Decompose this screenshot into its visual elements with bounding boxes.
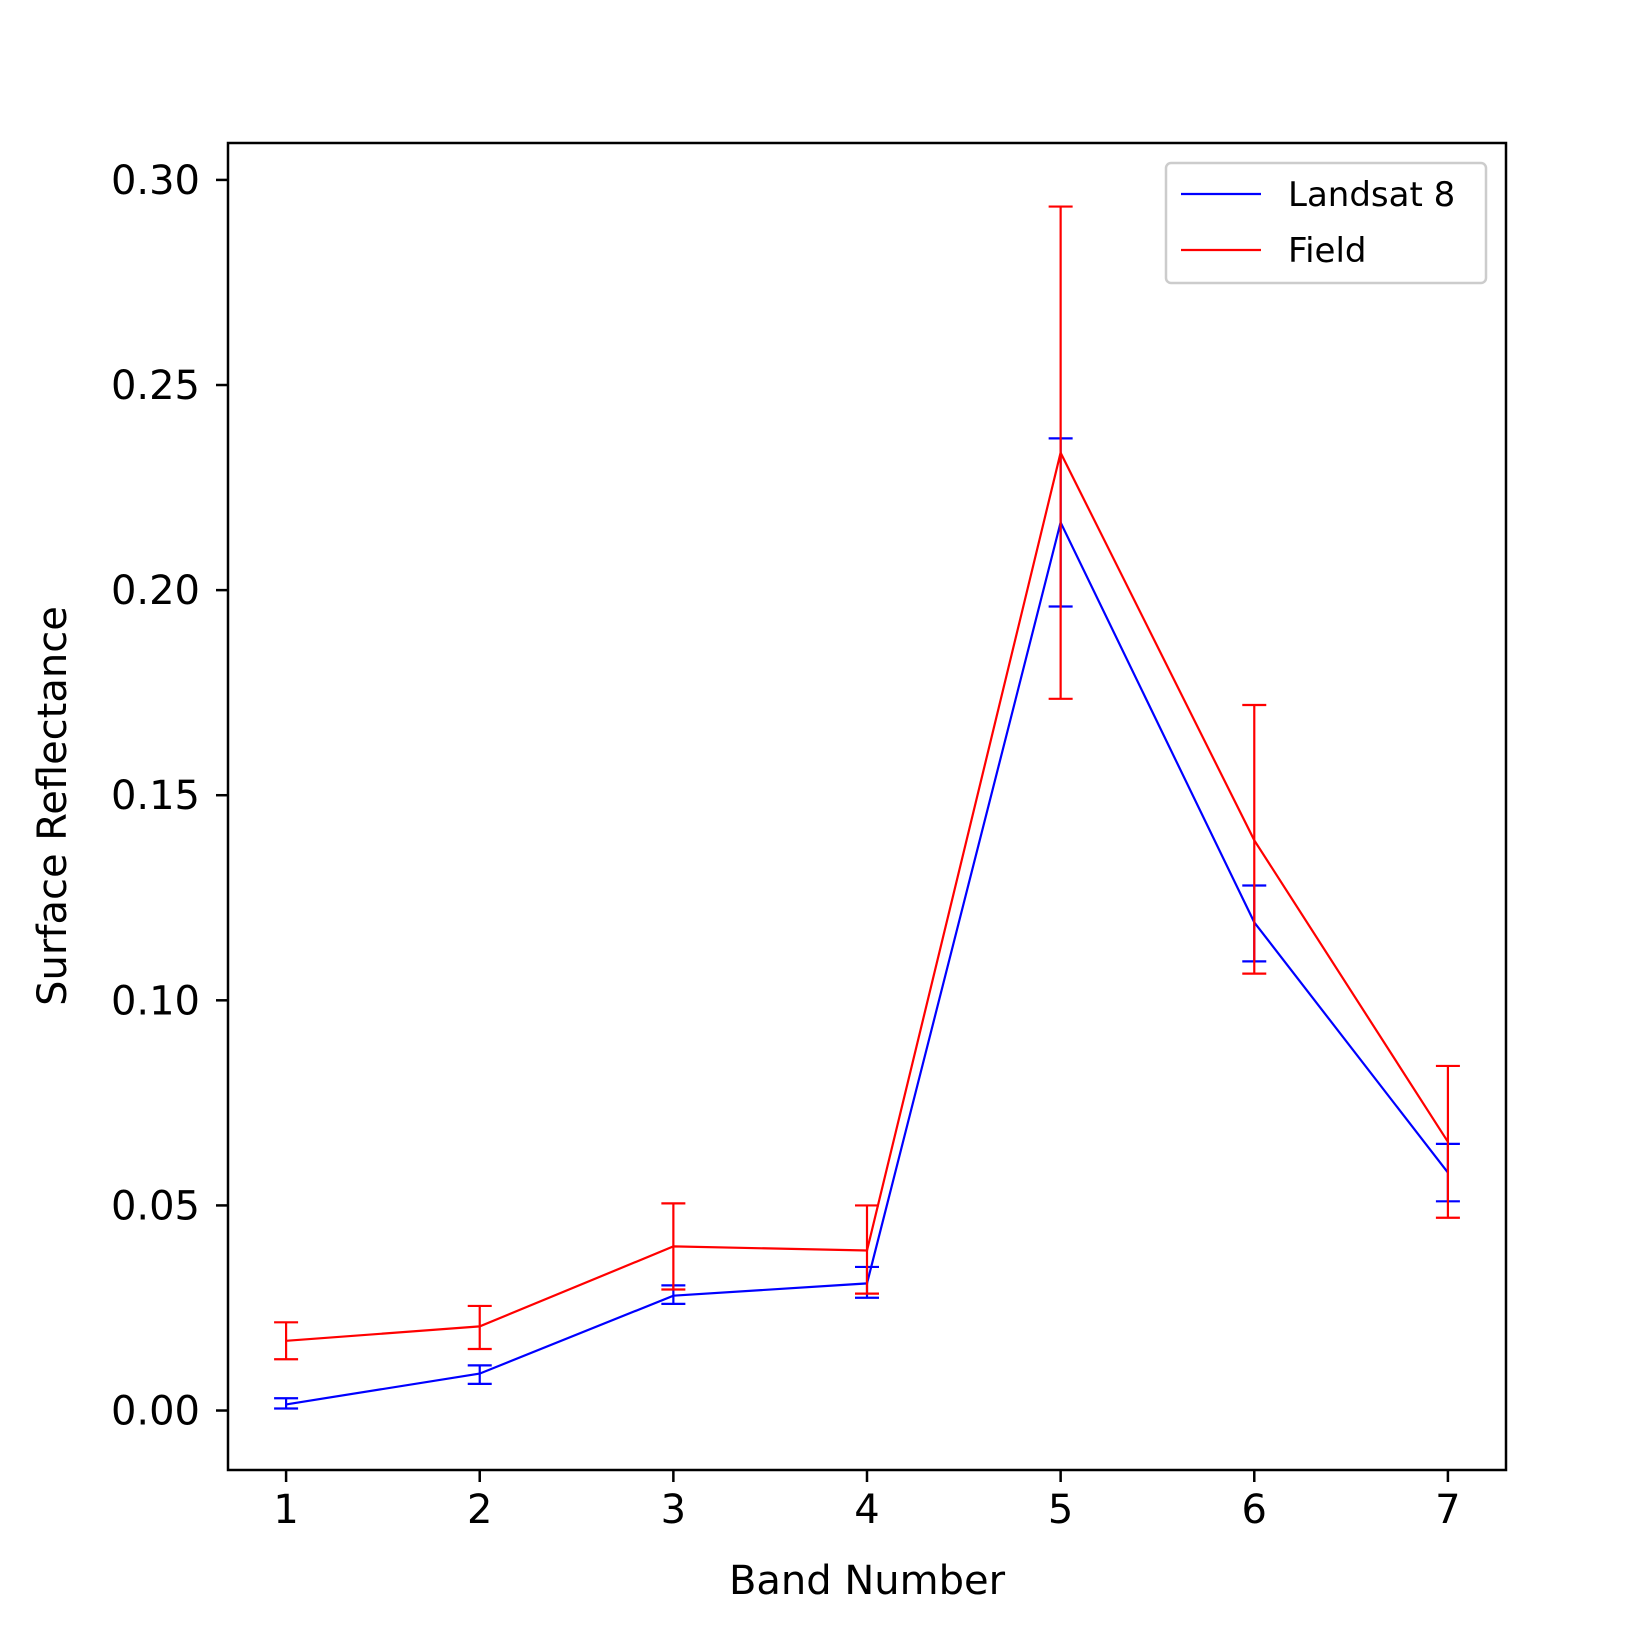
x-tick-label: 3 [661,1487,686,1533]
legend-entry-landsat-8: Landsat 8 [1181,175,1455,215]
legend: Landsat 8 Field [1164,161,1488,285]
legend-label: Landsat 8 [1288,175,1455,215]
error-bar [1435,1064,1460,1219]
legend-entry-field: Field [1181,231,1366,271]
y-tick-label: 0.05 [111,1183,200,1229]
y-tick-label: 0.20 [111,568,200,614]
x-tick-label: 5 [1048,1487,1073,1533]
x-axis-label: Band Number [729,1558,1006,1604]
x-tick-label: 7 [1435,1487,1460,1533]
series-field [274,205,1460,1361]
y-tick-label: 0.10 [111,978,200,1024]
x-axis: 1 2 3 4 5 6 7 [273,1470,1461,1533]
x-tick-label: 2 [467,1487,492,1533]
y-tick-label: 0.15 [111,773,200,819]
y-tick-label: 0.00 [111,1389,200,1435]
x-tick-label: 1 [273,1487,298,1533]
y-axis-label: Surface Reflectance [30,606,76,1006]
y-tick-label: 0.30 [111,158,200,204]
y-tick-label: 0.25 [111,363,200,409]
legend-label: Field [1288,231,1366,271]
series-line-field [286,449,1449,1342]
error-bar [274,1321,299,1361]
y-axis: 0.00 0.05 0.10 0.15 0.20 0.25 0.30 [111,158,228,1435]
x-tick-label: 6 [1242,1487,1267,1533]
x-tick-label: 4 [854,1487,879,1533]
plot-marks [274,205,1460,1410]
